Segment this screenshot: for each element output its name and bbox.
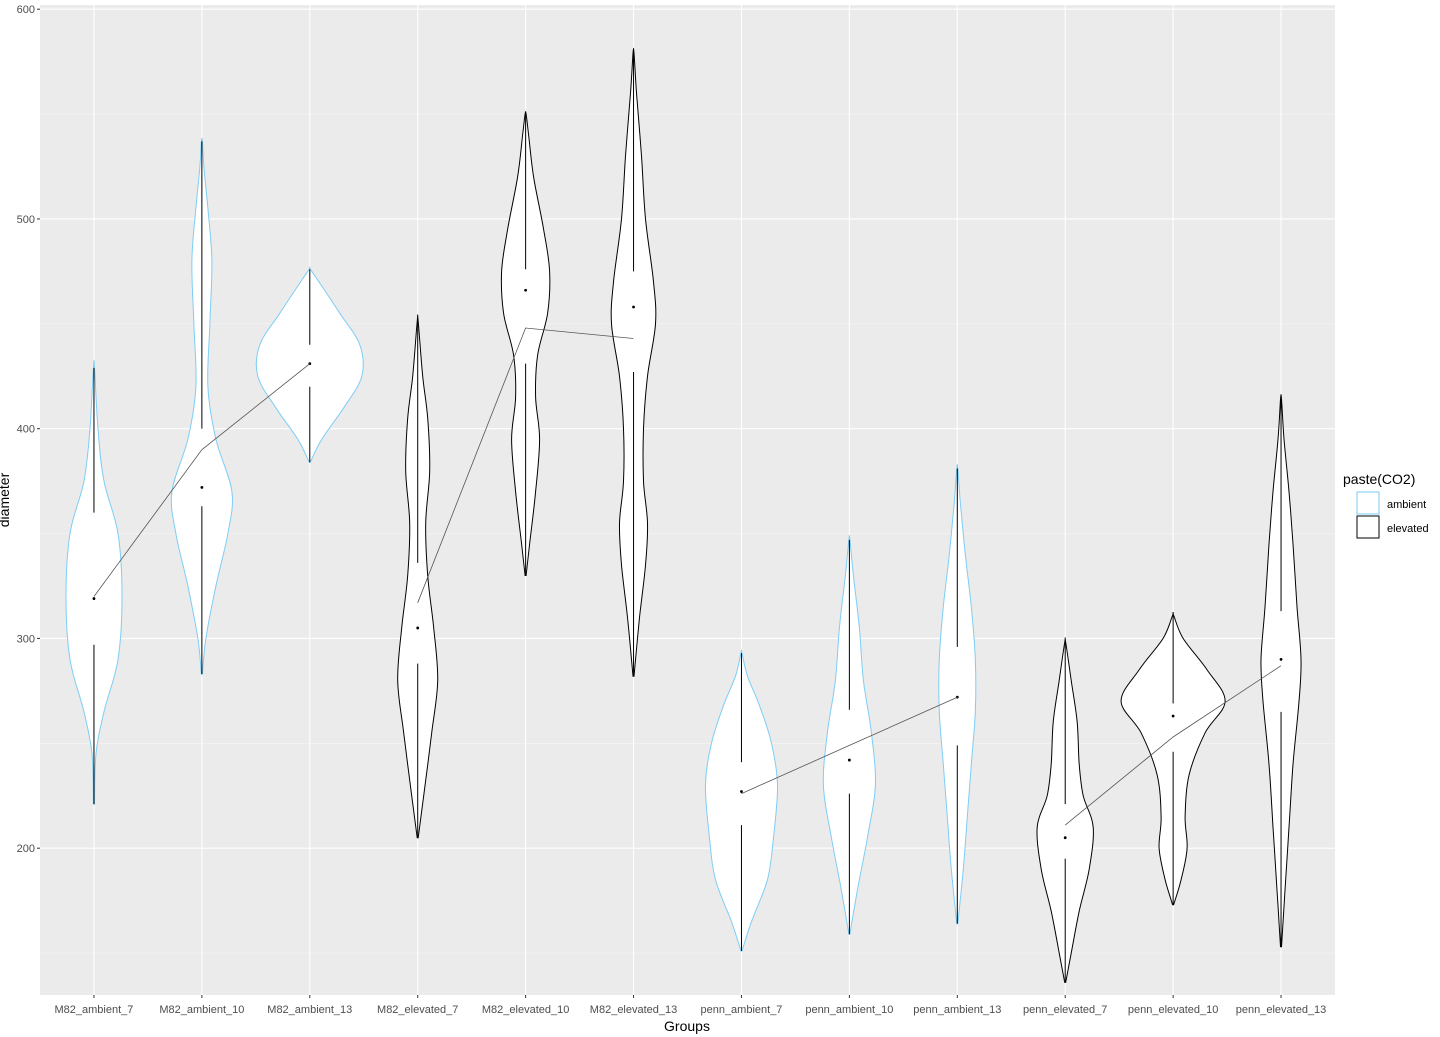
x-tick-label: M82_ambient_13 <box>267 1004 352 1016</box>
x-tick-label: penn_ambient_10 <box>805 1004 893 1016</box>
violin-penn_ambient_10 <box>822 534 876 935</box>
legend-label-ambient: ambient <box>1387 499 1426 511</box>
mean-lines <box>93 327 1282 826</box>
y-tick-label: 200 <box>17 843 35 855</box>
x-tick-label: penn_ambient_13 <box>913 1004 1001 1016</box>
violin-penn_ambient_7 <box>704 649 779 952</box>
median-point-M82_elevated_7 <box>416 626 420 630</box>
median-point-penn_ambient_7 <box>740 790 743 793</box>
mean-line-1 <box>417 327 634 603</box>
x-tick-label: M82_elevated_7 <box>377 1004 458 1016</box>
median-point-penn_ambient_10 <box>847 758 851 762</box>
x-tick-label: M82_elevated_10 <box>482 1004 569 1016</box>
median-point-M82_ambient_10 <box>200 486 204 489</box>
x-axis-ticks: M82_ambient_7 M82_ambient_10 M82_ambient_1… <box>55 995 1327 1016</box>
violin-M82_ambient_7 <box>65 359 123 805</box>
x-tick-label: penn_elevated_13 <box>1236 1004 1327 1016</box>
median-point-penn_elevated_13 <box>1279 658 1283 661</box>
legend-label-elevated: elevated <box>1387 523 1429 535</box>
x-tick-label: M82_elevated_13 <box>590 1004 677 1016</box>
median-point-penn_elevated_10 <box>1171 714 1175 718</box>
median-point-M82_elevated_13 <box>632 305 635 309</box>
x-tick-label: penn_elevated_10 <box>1128 1004 1219 1016</box>
y-axis-title: diameter <box>0 472 12 527</box>
violin-M82_elevated_7 <box>397 314 439 839</box>
x-tick-label: M82_ambient_10 <box>159 1004 244 1016</box>
inner-boxes <box>92 53 1283 983</box>
x-tick-label: penn_elevated_7 <box>1023 1004 1107 1016</box>
x-tick-label: penn_ambient_7 <box>700 1004 782 1016</box>
legend-title: paste(CO2) <box>1343 471 1415 487</box>
median-point-M82_elevated_10 <box>524 288 528 292</box>
y-tick-label: 500 <box>17 214 35 226</box>
x-tick-label: M82_ambient_7 <box>55 1004 134 1016</box>
median-point-penn_elevated_7 <box>1063 836 1067 840</box>
median-point-penn_ambient_13 <box>955 695 959 699</box>
mean-line-3 <box>1064 665 1282 826</box>
violin-M82_elevated_13 <box>610 47 657 677</box>
mean-line-2 <box>741 696 958 794</box>
y-axis-ticks: 200 300 400 500 600 <box>17 4 40 855</box>
violin-M82_elevated_10 <box>500 110 551 576</box>
y-tick-label: 300 <box>17 633 35 645</box>
violin-penn_elevated_13 <box>1260 393 1302 948</box>
mean-line-0 <box>93 363 311 597</box>
y-tick-label: 400 <box>17 424 35 436</box>
median-point-M82_ambient_7 <box>92 597 96 600</box>
y-tick-label: 600 <box>17 4 35 16</box>
panel-background <box>40 5 1335 995</box>
violin-penn_elevated_7 <box>1036 637 1094 983</box>
legend: paste(CO2) ambient elevated <box>1343 471 1429 539</box>
violin-penn_ambient_13 <box>938 463 977 925</box>
legend-key-elevated <box>1356 515 1380 539</box>
legend-key-ambient <box>1356 491 1380 515</box>
x-axis-title: Groups <box>664 1018 710 1034</box>
